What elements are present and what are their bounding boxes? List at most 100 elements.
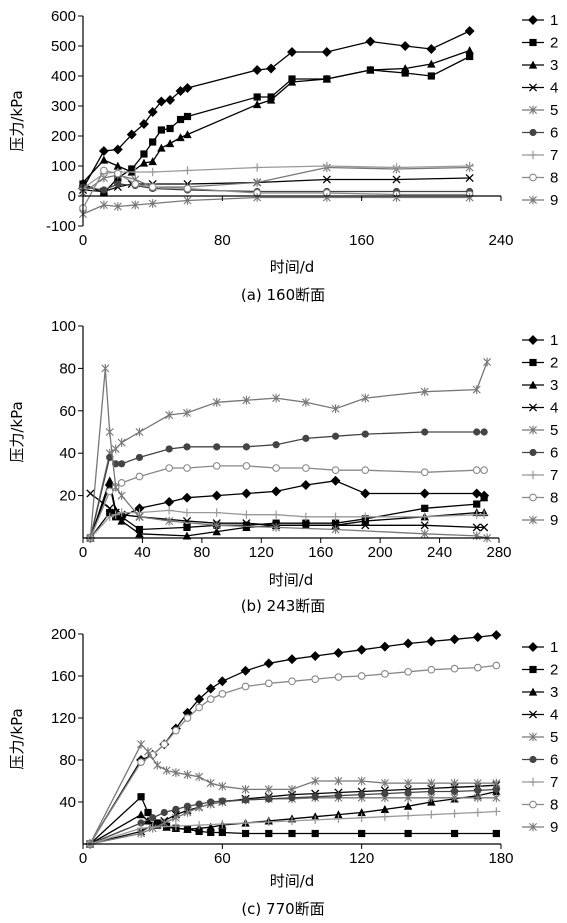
data-point [331, 512, 340, 521]
x-tick-label: 160 [349, 232, 374, 249]
data-point [242, 443, 251, 451]
legend-item-6: 6 [522, 445, 558, 462]
data-point [272, 523, 281, 532]
data-point [148, 157, 157, 166]
data-point [427, 72, 435, 80]
data-point [361, 466, 370, 475]
data-point [301, 397, 310, 407]
data-point [465, 193, 474, 202]
data-point [400, 41, 411, 51]
legend-marker [528, 710, 538, 719]
legend-label: 5 [550, 729, 558, 746]
data-point [253, 93, 261, 101]
legend-label: 4 [550, 80, 558, 97]
legend: 1 2 3 4 5 6 7 8 9 [522, 12, 558, 209]
data-point [472, 632, 483, 643]
data-point [450, 787, 459, 796]
y-tick-label: 60 [59, 403, 76, 420]
data-point [492, 829, 500, 838]
data-point [148, 199, 157, 208]
legend-marker [529, 755, 537, 764]
data-point [182, 83, 193, 93]
data-point [420, 468, 429, 477]
data-point [492, 778, 501, 788]
legend-label: 4 [550, 707, 558, 724]
data-point [333, 647, 344, 658]
data-point [381, 790, 389, 798]
data-point [264, 817, 273, 827]
data-point [136, 810, 146, 819]
data-point [131, 180, 140, 188]
data-point [357, 776, 366, 786]
data-point [183, 196, 192, 205]
data-point [420, 521, 429, 530]
data-point [212, 520, 221, 530]
series-9 [85, 739, 501, 849]
legend-item-2: 2 [522, 355, 558, 372]
y-tick-label: 100 [51, 158, 76, 175]
data-point [217, 676, 228, 687]
legend-item-7: 7 [522, 774, 558, 791]
data-point [171, 821, 181, 831]
data-point [106, 453, 114, 462]
data-point [287, 654, 297, 665]
data-point [137, 819, 145, 827]
data-point [206, 822, 215, 831]
data-point [287, 77, 297, 86]
data-point [117, 438, 126, 447]
data-point [105, 427, 114, 437]
data-point [322, 193, 331, 202]
data-point [264, 679, 273, 688]
data-point [464, 26, 475, 36]
data-point [300, 480, 311, 490]
data-point [157, 126, 165, 134]
data-point [165, 410, 174, 420]
data-point [465, 173, 474, 183]
data-point [157, 143, 166, 152]
data-point [427, 787, 435, 796]
series-7 [86, 506, 489, 543]
legend-item-2: 2 [522, 35, 558, 52]
legend-item-4: 4 [522, 707, 558, 724]
y-tick-label: 600 [51, 8, 76, 25]
legend-marker [528, 15, 538, 25]
legend-marker [528, 470, 538, 480]
y-tick-label: 500 [51, 38, 76, 55]
legend-marker [529, 38, 537, 47]
data-point [105, 504, 114, 513]
legend-item-1: 1 [522, 332, 558, 349]
data-point [473, 500, 481, 508]
data-point [311, 675, 320, 684]
legend-marker [529, 425, 537, 435]
data-point [160, 808, 168, 817]
legend-label: 4 [550, 400, 558, 417]
series-5 [79, 163, 474, 198]
data-point [165, 516, 174, 526]
data-point [357, 813, 366, 822]
data-point [242, 510, 251, 519]
x-tick-label: 120 [249, 544, 274, 561]
data-point [380, 778, 389, 788]
data-point [241, 818, 250, 828]
data-point [183, 443, 191, 451]
data-point [427, 665, 436, 674]
data-point [271, 510, 281, 519]
data-point [426, 636, 437, 647]
chart-panel-3: 40 80 120 160 200 0 60 120 180 时间/d 压力/kPa (c) 770断… [8, 626, 558, 918]
y-tick-label: 80 [59, 360, 76, 377]
data-point [218, 819, 227, 829]
data-point [360, 488, 371, 499]
legend-marker [528, 83, 538, 92]
legend-item-9: 9 [522, 512, 558, 529]
legend-item-7: 7 [522, 147, 558, 164]
data-point [450, 809, 459, 818]
data-point [176, 133, 185, 142]
data-point [288, 829, 296, 838]
data-point [106, 508, 114, 517]
data-point [403, 638, 414, 649]
data-point [144, 808, 152, 817]
legend-marker [529, 358, 537, 367]
legend-item-8: 8 [522, 170, 558, 187]
data-point [218, 797, 226, 805]
